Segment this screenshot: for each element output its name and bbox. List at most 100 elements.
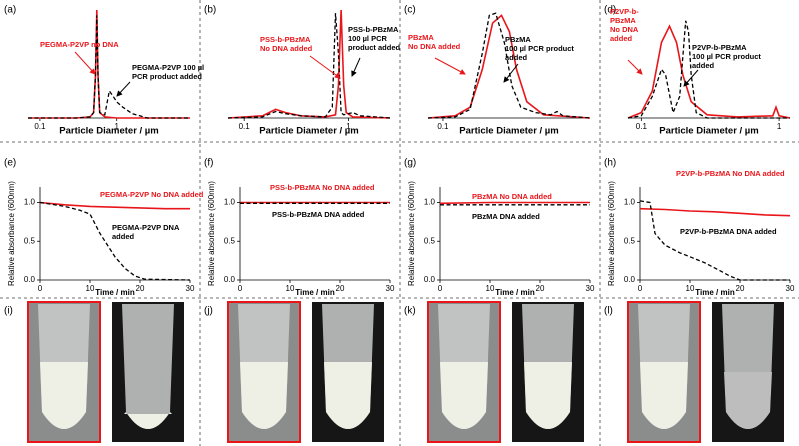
data-line (639, 207, 791, 217)
annotation-arrow (627, 59, 643, 75)
panel-label: (a) (4, 5, 16, 16)
x-axis-title: Time / min (95, 288, 135, 297)
x-axis-title: Particle Diameter / µm (259, 126, 358, 137)
panel-label: (j) (204, 306, 213, 317)
annotation-arrow (503, 63, 519, 83)
annotation: No DNA added (260, 44, 313, 53)
x-tick-label: 0 (638, 284, 643, 293)
data-line (39, 201, 190, 210)
data-line (227, 9, 391, 119)
annotation: 100 µl PCR product (692, 52, 761, 61)
y-tick-label: 1.0 (424, 198, 436, 207)
y-axis-title: Relative absorbance (600nm) (7, 181, 16, 286)
x-tick-label: 1 (346, 122, 351, 131)
annotation: PEGMA-P2VP no DNA (40, 40, 119, 49)
panel-label: (b) (204, 5, 216, 16)
panel-label: (f) (204, 158, 213, 169)
annotation: PBzMA DNA added (472, 212, 540, 221)
y-axis-title: Relative absorbance (600nm) (207, 181, 216, 286)
y-axis-title: Relative absorbance (600nm) (607, 181, 616, 286)
annotation: added (505, 53, 528, 62)
annotation: PSS-b-PBzMA No DNA added (270, 183, 375, 192)
panel-label: (h) (604, 158, 616, 169)
x-tick-label: 30 (786, 284, 795, 293)
annotation: product added (348, 43, 401, 52)
data-line (28, 9, 190, 119)
tube (122, 304, 174, 429)
annotation: P2VP-b- (610, 7, 639, 16)
x-axis-title: Time / min (495, 288, 535, 297)
x-axis-title: Particle Diameter / µm (659, 126, 758, 137)
data-line (439, 201, 590, 205)
liquid (724, 372, 772, 429)
annotation: 100 µl PCR product (505, 44, 574, 53)
x-axis-title: Particle Diameter / µm (59, 126, 158, 137)
data-line (627, 20, 790, 119)
x-tick-label: 30 (386, 284, 395, 293)
x-tick-label: 20 (536, 284, 545, 293)
x-tick-label: 0 (38, 284, 43, 293)
annotation: P2VP-b-PBzMA DNA added (680, 227, 777, 236)
y-tick-label: 0.0 (224, 275, 236, 284)
x-tick-label: 0 (438, 284, 443, 293)
annotation-arrow (683, 69, 699, 87)
annotation: added (692, 61, 715, 70)
data-line (427, 14, 591, 119)
panel-label: (l) (604, 306, 613, 317)
y-tick-label: 0.5 (424, 236, 436, 245)
annotation: PEGMA-P2VP DNA (112, 223, 180, 232)
annotation-arrow (74, 51, 96, 75)
x-axis-title: Time / min (695, 288, 735, 297)
x-tick-label: 1 (114, 122, 119, 131)
y-tick-label: 1.0 (624, 198, 636, 207)
liquid (640, 362, 688, 429)
x-axis-title: Particle Diameter / µm (459, 126, 558, 137)
x-tick-label: 0.1 (34, 122, 46, 131)
liquid (40, 362, 88, 429)
panel-label: (i) (4, 306, 13, 317)
y-tick-label: 0.0 (24, 275, 36, 284)
liquid (324, 362, 372, 429)
x-tick-label: 10 (686, 284, 695, 293)
data-line (427, 12, 591, 119)
x-tick-label: 0.1 (636, 122, 648, 131)
y-tick-label: 1.0 (224, 198, 236, 207)
liquid (440, 362, 488, 429)
annotation: added (112, 232, 135, 241)
x-tick-label: 20 (336, 284, 345, 293)
data-line (28, 15, 190, 119)
annotation: No DNA (610, 25, 639, 34)
annotation: PSS-b-PBzMA (260, 35, 311, 44)
data-line (627, 24, 791, 119)
liquid (240, 362, 288, 429)
x-tick-label: 30 (586, 284, 595, 293)
annotation: 100 µl PCR (348, 34, 388, 43)
annotation-arrow (434, 57, 466, 75)
liquid (524, 362, 572, 429)
y-tick-label: 0.0 (624, 275, 636, 284)
annotation-arrow (116, 81, 131, 97)
liquid (124, 412, 172, 429)
data-line (39, 201, 191, 281)
x-tick-label: 20 (736, 284, 745, 293)
x-tick-label: 10 (86, 284, 95, 293)
annotation: PBzMA (610, 16, 636, 25)
annotation: PEGMA-P2VP No DNA added (100, 190, 204, 199)
panel-label: (d) (604, 5, 616, 16)
annotation: PBzMA No DNA added (472, 192, 552, 201)
annotation: PBzMA (505, 35, 531, 44)
annotation: PSS-b-PBzMA DNA added (272, 210, 365, 219)
x-tick-label: 10 (486, 284, 495, 293)
x-tick-label: 0.1 (437, 122, 449, 131)
annotation: added (610, 34, 633, 43)
annotation: No DNA added (408, 42, 461, 51)
x-tick-label: 1 (777, 122, 782, 131)
x-tick-label: 0 (238, 284, 243, 293)
x-tick-label: 10 (286, 284, 295, 293)
y-tick-label: 1.0 (24, 198, 36, 207)
panel-label: (e) (4, 158, 16, 169)
annotation: P2VP-b-PBzMA No DNA added (676, 169, 785, 178)
annotation: PEGMA-P2VP 100 µl (132, 63, 204, 72)
panel-label: (c) (404, 5, 416, 16)
